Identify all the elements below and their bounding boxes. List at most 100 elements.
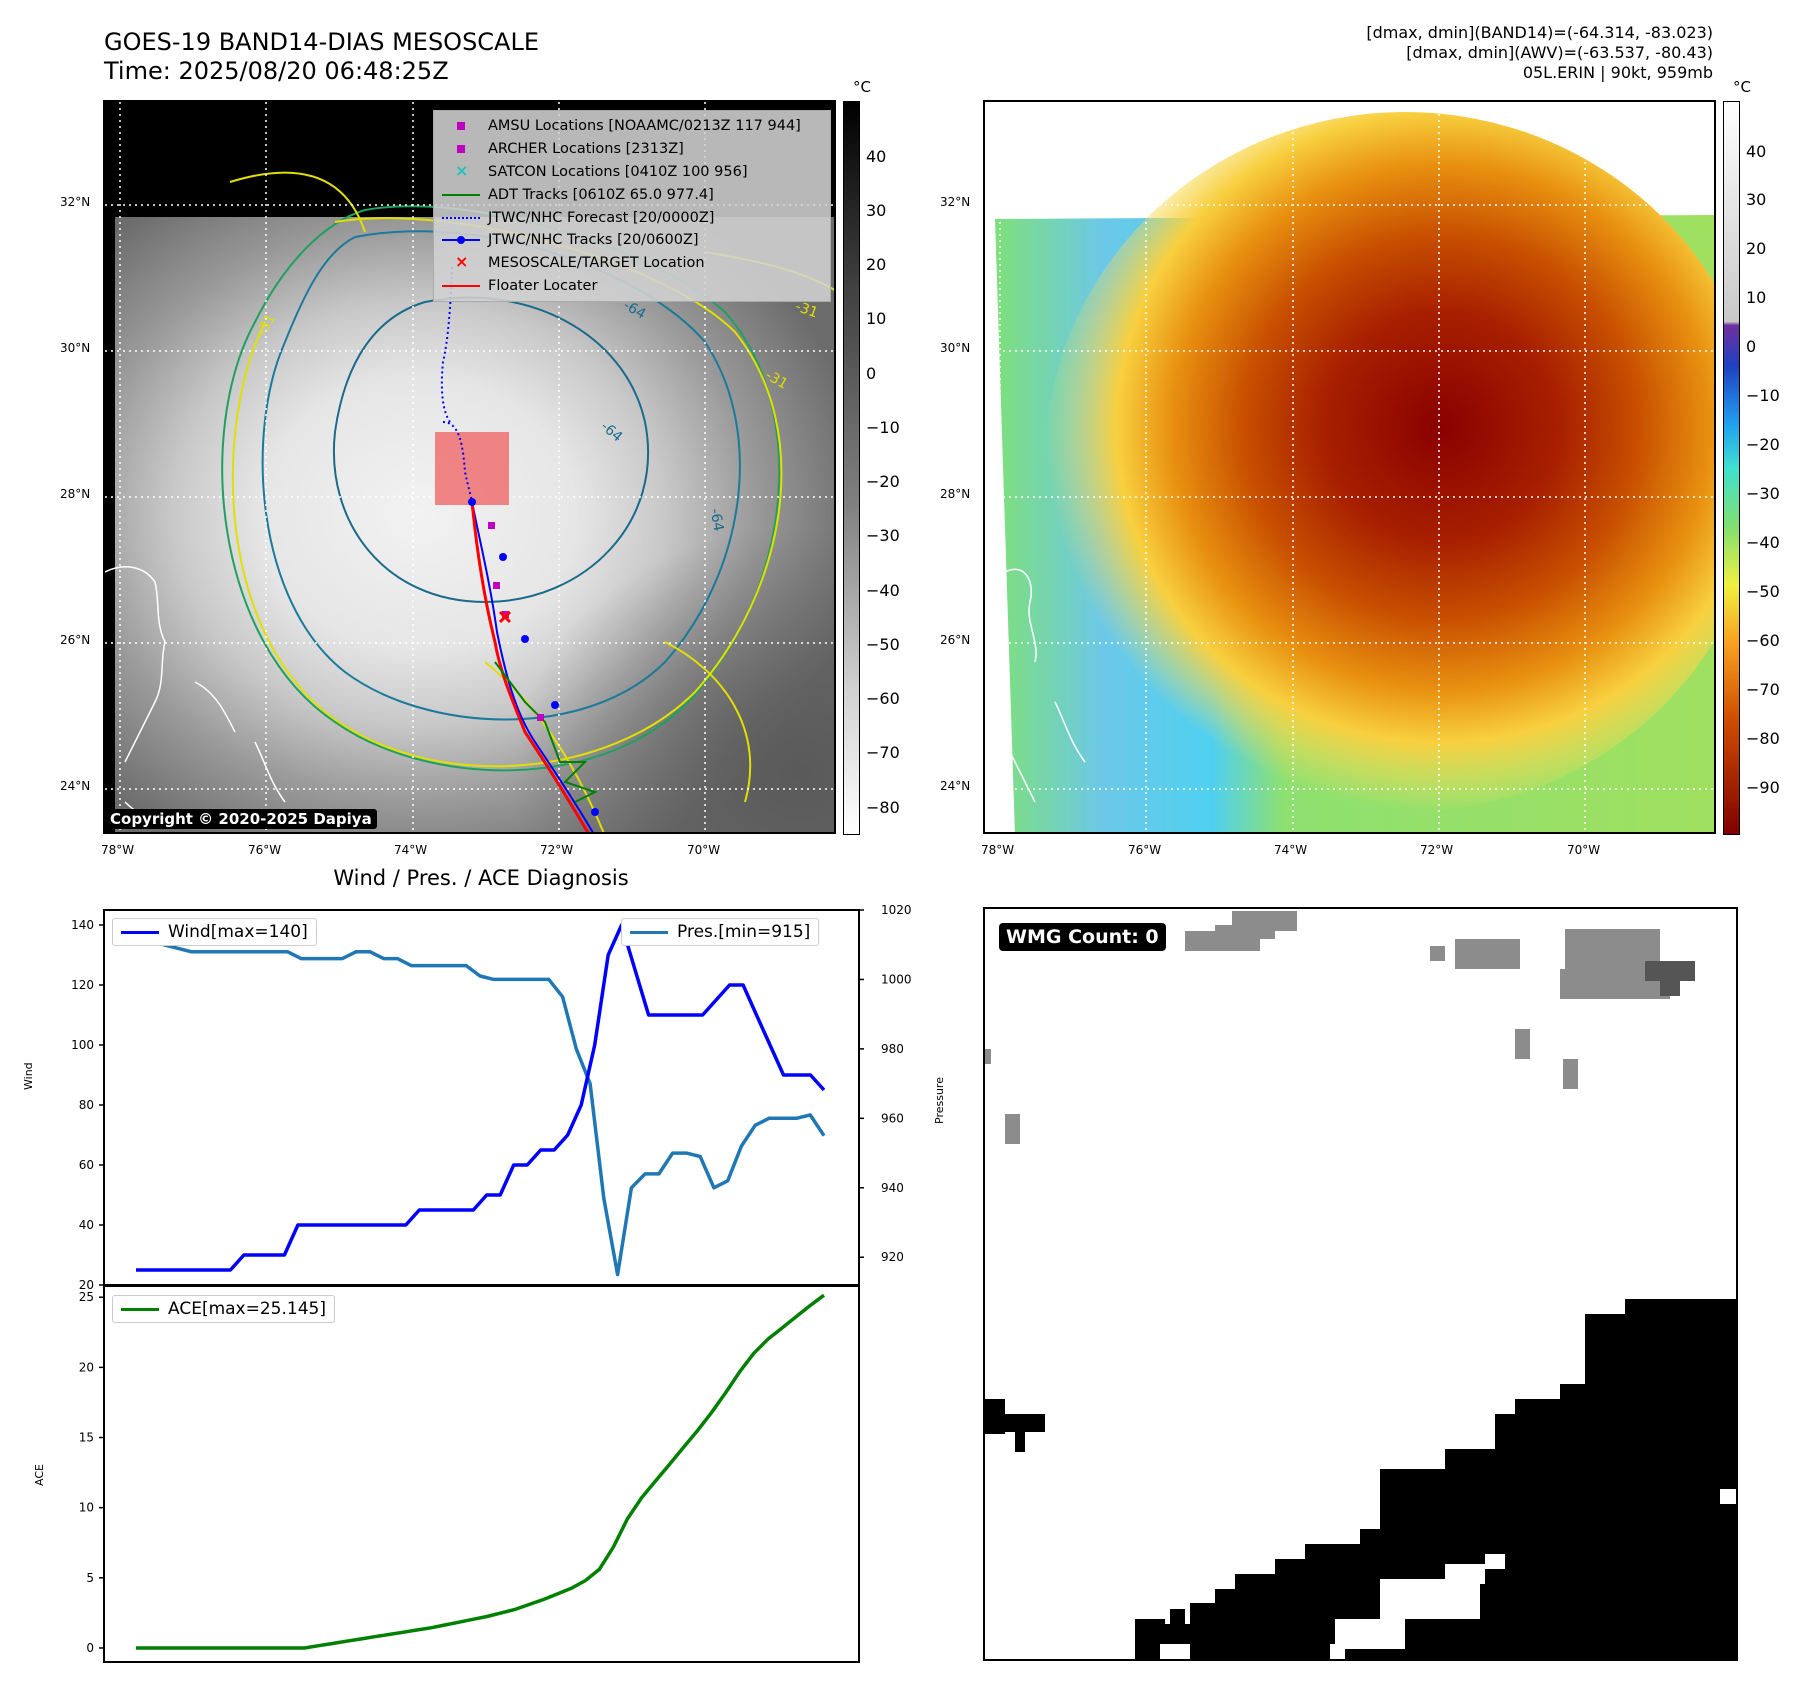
colorbar-tick: −70 [1746,680,1780,699]
colorbar-tick: −20 [866,472,900,491]
wind-tick-label: 140 [71,918,94,932]
lon-label: 72°W [540,843,574,857]
x-marker-icon: × [455,160,469,180]
colorbar-tick: −50 [1746,582,1780,601]
wmg-mask [985,911,1736,1659]
wind-axis-label: Wind [22,1062,35,1090]
wind-series-line [136,923,826,1272]
pressure-line-icon [630,930,668,934]
colorbar-tick: −40 [866,581,900,600]
colorbar-tick: −80 [866,798,900,817]
wind-tick-label: 20 [79,1278,94,1292]
colorbar-tick: −70 [866,743,900,762]
ace-series-line [136,1293,826,1650]
legend-item: AMSU Locations [NOAAMC/0213Z 117 944] [442,115,822,138]
info-line3: 05L.ERIN | 90kt, 959mb [1522,63,1713,82]
lon-label: 78°W [981,843,1015,857]
ace-tick-label: 5 [86,1571,94,1585]
lon-label: 72°W [1420,843,1454,857]
figure-title-line2: Time: 2025/08/20 06:48:25Z [104,57,449,85]
satellite-ir-map: Copyright © 2020-2025 Dapiya -64 -64 -64… [103,100,836,834]
legend-label: AMSU Locations [NOAAMC/0213Z 117 944] [488,118,801,135]
legend-label: SATCON Locations [0410Z 100 956] [488,163,748,180]
wind-legend-label: Wind[max=140] [168,922,308,942]
figure-title-line1: GOES-19 BAND14-DIAS MESOSCALE [104,28,540,56]
dotted-line-icon [442,209,480,227]
solid-line-icon [442,186,480,204]
wind-tick-label: 100 [71,1038,94,1052]
pressure-legend-label: Pres.[min=915] [677,922,811,942]
colorbar-awv [1723,101,1740,835]
colorbar-tick: −60 [866,689,900,708]
wind-tick-label: 120 [71,978,94,992]
copyright-badge: Copyright © 2020-2025 Dapiya [105,809,377,829]
colorbar-tick: 0 [1746,337,1757,356]
colorbar-tick: 0 [866,364,877,383]
lat-label: 28°N [60,487,91,501]
x-marker-icon: × [455,252,469,272]
legend-label: ARCHER Locations [2313Z] [488,141,684,158]
lat-label: 28°N [940,487,971,501]
lon-label: 76°W [248,843,282,857]
colorbar-tick: 20 [866,255,887,274]
colorbar-tick: −20 [1746,435,1780,454]
ace-legend: ACE[max=25.145] [112,1295,335,1323]
pressure-tick-label: 920 [881,1250,904,1264]
lon-label: 76°W [1128,843,1162,857]
legend-item: ARCHER Locations [2313Z] [442,138,822,161]
diagnosis-title: Wind / Pres. / ACE Diagnosis [333,866,629,890]
wind-pressure-axes-frame [103,909,860,1286]
legend-label: MESOSCALE/TARGET Location [488,255,705,272]
legend-item: × SATCON Locations [0410Z 100 956] [442,161,822,184]
legend-label: JTWC/NHC Forecast [20/0000Z] [488,209,715,226]
pressure-tick-label: 980 [881,1042,904,1056]
lat-label: 32°N [60,195,91,209]
awv-color-map [983,100,1716,834]
colorbar-tick: −30 [866,526,900,545]
pressure-tick-label: 940 [881,1181,904,1195]
pressure-tick-label: 1020 [881,903,912,917]
legend-item: JTWC/NHC Tracks [20/0600Z] [442,229,822,252]
colorbar-tick: 20 [1746,239,1767,258]
legend-label: JTWC/NHC Tracks [20/0600Z] [488,232,699,249]
colorbar-tick: −90 [1746,778,1780,797]
square-marker-icon [442,140,480,158]
info-line1: [dmax, dmin](BAND14)=(-64.314, -83.023) [1366,23,1713,42]
wind-line-icon [121,930,159,934]
colorbar-tick: 10 [866,309,887,328]
colorbar-tick: 30 [1746,190,1767,209]
lat-label: 30°N [940,341,971,355]
colorbar-tick: −30 [1746,484,1780,503]
ace-tick-label: 25 [79,1290,94,1304]
lat-label: 30°N [60,341,91,355]
colorbar-tick: 40 [866,147,887,166]
wind-tick-label: 40 [79,1218,94,1232]
ace-tick-label: 10 [79,1501,94,1515]
ace-tick-label: 20 [79,1360,94,1374]
colorbar-tick: −50 [866,635,900,654]
ace-tick-label: 0 [86,1641,94,1655]
legend-item: × MESOSCALE/TARGET Location [442,252,822,275]
wind-tick-label: 80 [79,1098,94,1112]
ace-axis-label: ACE [33,1464,46,1486]
lat-label: 26°N [60,633,91,647]
legend-item: JTWC/NHC Forecast [20/0000Z] [442,206,822,229]
colorbar-tick: −10 [866,418,900,437]
lon-label: 78°W [101,843,135,857]
lon-label: 70°W [1567,843,1601,857]
colorbar-tick: 40 [1746,142,1767,161]
lat-label: 24°N [940,779,971,793]
wmg-panel: WMG Count: 0 [983,907,1738,1661]
ace-legend-label: ACE[max=25.145] [168,1299,326,1319]
awv-imagery [985,102,1714,832]
legend-item: Floater Locater [442,275,822,298]
lon-label: 74°W [394,843,428,857]
pressure-legend: Pres.[min=915] [621,918,820,946]
wind-legend: Wind[max=140] [112,918,317,946]
colorbar-unit: °C [1733,78,1751,96]
colorbar-tick: −80 [1746,729,1780,748]
lon-label: 74°W [1274,843,1308,857]
legend-item: ADT Tracks [0610Z 65.0 977.4] [442,183,822,206]
colorbar-unit: °C [853,78,871,96]
colorbar-tick: −60 [1746,631,1780,650]
